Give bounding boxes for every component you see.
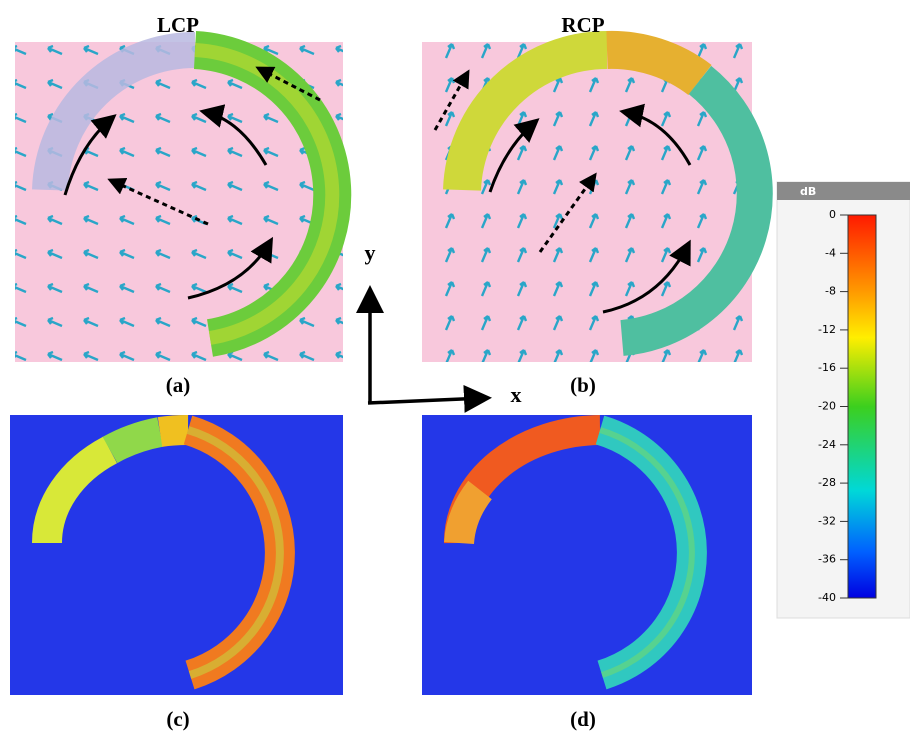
panel-label: (b) [570, 373, 596, 397]
colorbar-tick-label: -8 [825, 285, 836, 298]
panel-a: LCP (a) [15, 13, 343, 397]
x-axis-label: x [511, 382, 522, 407]
colorbar-tick-label: -24 [818, 438, 836, 451]
x-axis-arrow [368, 398, 485, 403]
panel-label: (a) [166, 373, 191, 397]
colorbar-tick-label: 0 [829, 208, 836, 221]
y-axis-label: y [365, 240, 376, 265]
panel-label: (c) [166, 707, 189, 731]
page: {"panels": [{"title": "LCP", "label": "(… [0, 0, 910, 738]
colorbar-tick-label: -16 [818, 361, 836, 374]
ring-mid [110, 432, 160, 450]
colorbar-tick-label: -28 [818, 476, 836, 489]
colorbar-gradient [848, 215, 876, 598]
panel-b: RCP (b) [422, 13, 755, 397]
panel-title: LCP [157, 13, 199, 37]
colorbar-tick-label: -32 [818, 514, 836, 527]
colorbar: dB 0 -4 -8 -12 -16 -20 -24 -28 -32 -36 -40 [777, 182, 910, 618]
colorbar-tick-label: -36 [818, 553, 836, 566]
panel-label: (d) [570, 707, 596, 731]
colorbar-tick-label: -4 [825, 246, 836, 259]
ring-mid [160, 430, 188, 432]
colorbar-header [777, 182, 910, 200]
figure: LCP (a) RCP (b) y x (c) [0, 0, 910, 738]
panel-d: (d) [422, 415, 752, 731]
colorbar-title: dB [800, 185, 816, 198]
panel-title: RCP [561, 13, 604, 37]
colorbar-panel [777, 182, 910, 618]
panel-c: (c) [10, 415, 343, 731]
colorbar-tick-label: -20 [818, 400, 836, 413]
colorbar-tick-label: -12 [818, 323, 836, 336]
colorbar-tick-label: -40 [818, 591, 836, 604]
